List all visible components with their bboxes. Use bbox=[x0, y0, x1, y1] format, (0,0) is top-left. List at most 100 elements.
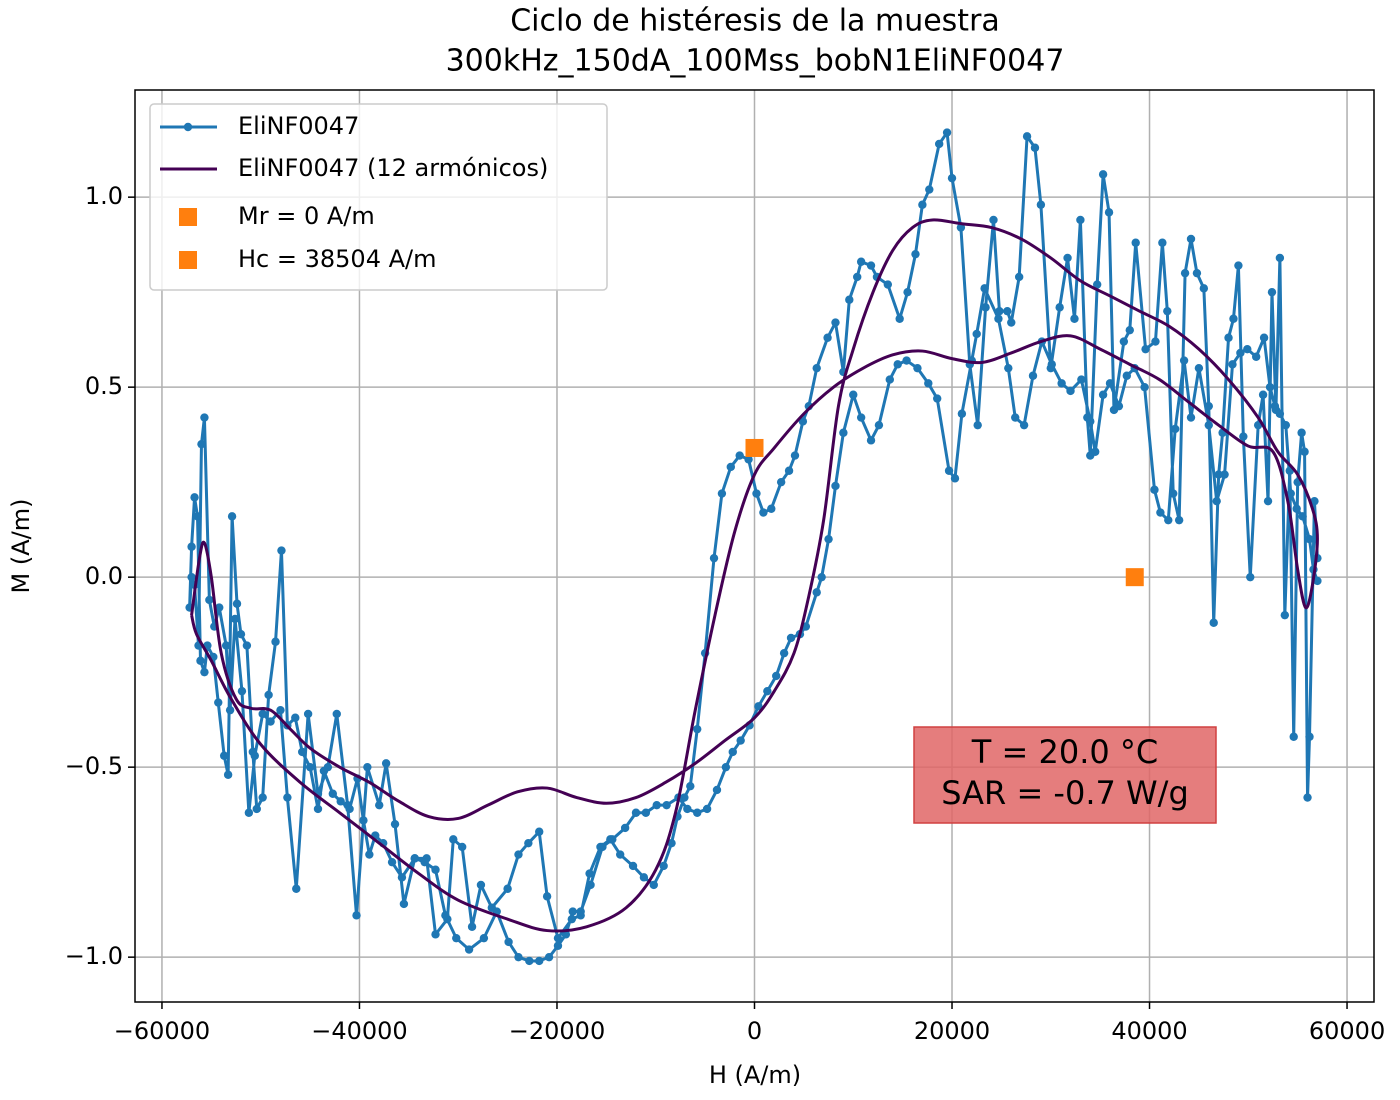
annotation-text: SAR = -0.7 W/g bbox=[941, 774, 1189, 812]
data-point bbox=[1066, 386, 1075, 396]
data-point bbox=[1028, 371, 1038, 380]
data-point bbox=[885, 375, 894, 384]
data-point bbox=[1055, 303, 1064, 312]
data-point bbox=[981, 303, 990, 312]
x-tick-label: 20000 bbox=[914, 1017, 990, 1045]
data-point bbox=[305, 762, 315, 772]
data-point bbox=[242, 641, 252, 650]
data-point bbox=[336, 797, 345, 806]
data-point bbox=[1258, 390, 1268, 399]
data-point bbox=[925, 185, 934, 194]
data-point bbox=[585, 869, 594, 878]
data-point bbox=[1150, 485, 1159, 494]
data-point bbox=[1246, 572, 1255, 582]
data-point bbox=[874, 420, 884, 430]
data-point bbox=[683, 804, 692, 814]
data-point bbox=[1270, 401, 1280, 411]
data-point bbox=[1297, 428, 1306, 437]
data-point bbox=[1171, 424, 1180, 434]
data-point bbox=[544, 952, 554, 962]
data-point bbox=[1303, 793, 1312, 802]
data-point bbox=[1036, 200, 1046, 209]
data-point bbox=[1163, 306, 1172, 316]
data-point bbox=[1280, 610, 1290, 620]
plot-area bbox=[185, 128, 1322, 966]
data-point bbox=[744, 455, 753, 464]
data-point bbox=[839, 428, 848, 437]
y-tick-label: −1.0 bbox=[65, 942, 123, 970]
data-point bbox=[1007, 318, 1016, 327]
data-point bbox=[1076, 215, 1085, 225]
data-point bbox=[736, 736, 745, 745]
data-point bbox=[686, 781, 695, 791]
data-point bbox=[786, 633, 796, 643]
data-point bbox=[258, 793, 267, 802]
data-point bbox=[190, 493, 199, 502]
data-point bbox=[1228, 360, 1237, 369]
data-point bbox=[1098, 170, 1108, 179]
data-point bbox=[1114, 401, 1124, 411]
data-point bbox=[266, 717, 275, 726]
data-point bbox=[817, 572, 826, 582]
data-point bbox=[196, 656, 205, 665]
data-point bbox=[1292, 504, 1301, 513]
data-point bbox=[947, 173, 957, 183]
data-point bbox=[1289, 732, 1298, 741]
y-tick-label: 0.5 bbox=[85, 372, 123, 400]
data-point bbox=[957, 409, 967, 418]
data-point bbox=[1179, 356, 1189, 365]
point-marker bbox=[745, 438, 764, 457]
data-point bbox=[319, 766, 329, 776]
data-point bbox=[853, 272, 862, 282]
data-point bbox=[390, 819, 400, 829]
data-point bbox=[1070, 314, 1079, 323]
data-point bbox=[831, 318, 840, 327]
data-point bbox=[223, 770, 233, 779]
data-point bbox=[399, 899, 409, 909]
data-point bbox=[1275, 253, 1285, 263]
data-point bbox=[244, 808, 254, 817]
y-tick-label: −0.5 bbox=[65, 752, 123, 780]
data-point bbox=[283, 793, 292, 802]
axes-frame bbox=[134, 89, 1375, 1003]
x-tick-label: 60000 bbox=[1309, 1017, 1385, 1045]
data-point bbox=[292, 884, 301, 893]
data-point bbox=[1164, 515, 1173, 525]
data-point bbox=[902, 356, 911, 365]
data-point bbox=[631, 808, 641, 817]
data-point bbox=[236, 629, 246, 639]
data-point bbox=[1086, 417, 1095, 426]
data-point bbox=[467, 922, 477, 931]
data-point bbox=[1186, 234, 1196, 244]
data-point bbox=[381, 759, 391, 768]
data-point bbox=[932, 394, 942, 403]
data-point bbox=[973, 420, 982, 430]
data-point bbox=[271, 637, 280, 646]
data-point bbox=[200, 413, 209, 422]
data-point bbox=[352, 911, 361, 920]
data-point bbox=[1092, 280, 1102, 289]
data-point bbox=[1047, 360, 1056, 369]
data-point bbox=[276, 705, 285, 715]
y-tick-label: 1.0 bbox=[85, 182, 123, 210]
data-point bbox=[476, 880, 486, 890]
data-point bbox=[652, 800, 661, 810]
data-point bbox=[221, 641, 231, 650]
data-point bbox=[1131, 238, 1140, 247]
data-point bbox=[1022, 132, 1032, 141]
data-point bbox=[709, 553, 719, 563]
data-point bbox=[410, 854, 419, 863]
data-point bbox=[197, 439, 206, 449]
data-point bbox=[1220, 470, 1229, 479]
data-point bbox=[1281, 420, 1291, 430]
legend-label: Mr = 0 A/m bbox=[238, 202, 375, 230]
data-point bbox=[1091, 447, 1100, 456]
data-point bbox=[542, 892, 552, 901]
data-point bbox=[779, 648, 789, 658]
data-point bbox=[989, 215, 998, 225]
data-point bbox=[1011, 413, 1020, 422]
data-point bbox=[365, 850, 374, 859]
x-tick-label: −60000 bbox=[114, 1017, 210, 1045]
